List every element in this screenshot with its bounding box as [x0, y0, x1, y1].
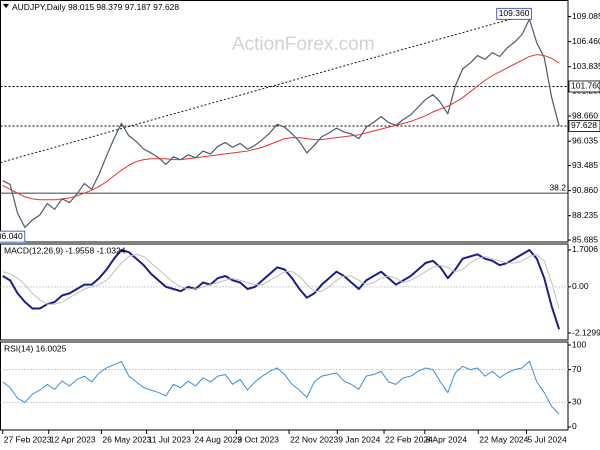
- price-marker: 109.360: [496, 7, 532, 20]
- y-tick-label: 0.00: [572, 281, 589, 291]
- series-line: [2, 18, 560, 229]
- y-tick-label: 30: [572, 397, 582, 407]
- y-tick-label: 93.485: [572, 160, 598, 170]
- series-line: [2, 54, 560, 201]
- y-tick-label: 96.035: [572, 135, 598, 145]
- y-tick-label: 85.685: [572, 234, 598, 244]
- panel-frame: [0, 243, 569, 341]
- x-tick-label: 11 Jul 2023: [148, 434, 192, 444]
- price-label: 101.760: [571, 81, 600, 91]
- y-tick-label: 70: [572, 364, 582, 374]
- x-tick-label: 27 Feb 2023: [4, 434, 52, 444]
- panel-title: RSI(14) 16.0025: [4, 343, 67, 353]
- marker-label: 86.040: [0, 231, 23, 241]
- x-tick-label: 9 Oct 2023: [237, 434, 279, 444]
- trendline: [0, 13, 530, 163]
- chart-title: AUDJPY,Daily 98.015 98.379 97.187 97.628: [12, 2, 179, 12]
- price-marker: 86.040: [0, 230, 26, 243]
- price-label-box: [568, 80, 600, 93]
- watermark: ActionForex.com: [232, 34, 375, 55]
- level-label: 38.2: [549, 182, 566, 192]
- x-tick-label: 12 Apr 2023: [50, 434, 96, 444]
- y-tick-label: 0: [572, 421, 577, 431]
- price-label-box: [568, 120, 600, 132]
- y-tick-label: 103.835: [572, 61, 600, 71]
- x-tick-label: 22 Feb 2024: [385, 434, 433, 444]
- y-tick-label: 98.660: [572, 110, 598, 120]
- panel-frame: [0, 341, 569, 431]
- y-tick-label: 1.7006: [572, 244, 598, 254]
- title-icon: [3, 4, 9, 8]
- x-tick-label: 5 Jul 2024: [527, 434, 566, 444]
- marker-label: 109.360: [499, 8, 530, 18]
- y-tick-label: 88.235: [572, 210, 598, 220]
- y-tick-label: -2.1299: [572, 327, 600, 337]
- marker-box: [496, 7, 532, 20]
- panel-frame: [0, 0, 569, 243]
- x-tick-label: 26 May 2023: [102, 434, 151, 444]
- y-tick-label: 106.460: [572, 36, 600, 46]
- marker-box: [0, 230, 26, 243]
- panel-title: MACD(12,26,9) -1.9558 -1.0324: [4, 245, 126, 255]
- x-tick-label: 8 Apr 2024: [426, 434, 467, 444]
- x-tick-label: 24 Aug 2023: [194, 434, 242, 444]
- x-tick-label: 9 Jan 2024: [338, 434, 380, 444]
- y-tick-label: 100: [572, 339, 586, 349]
- series-line: [2, 253, 560, 310]
- y-tick-label: 90.860: [572, 185, 598, 195]
- x-tick-label: 22 Nov 2023: [290, 434, 338, 444]
- price-label: 97.628: [571, 120, 597, 130]
- series-line: [2, 249, 561, 330]
- series-line: [2, 360, 560, 415]
- y-tick-label: 109.085: [572, 11, 600, 21]
- x-tick-label: 22 May 2024: [479, 434, 528, 444]
